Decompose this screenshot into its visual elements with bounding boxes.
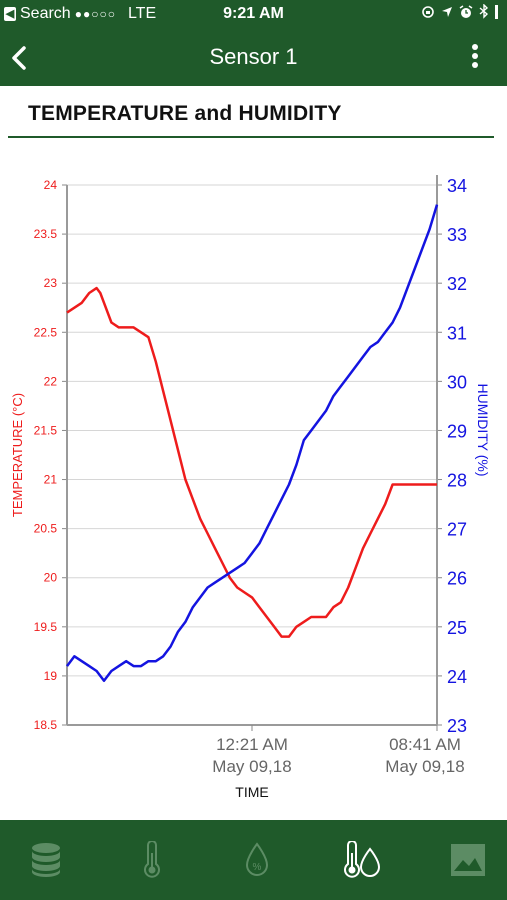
right-tick-label: 29	[447, 421, 467, 441]
more-options-button[interactable]	[471, 44, 479, 72]
left-tick-label: 22.5	[34, 325, 58, 339]
left-tick-label: 19.5	[34, 620, 58, 634]
right-tick-label: 31	[447, 323, 467, 343]
left-tick-label: 18.5	[34, 718, 58, 732]
more-dot	[472, 44, 478, 50]
left-tick-label: 21	[44, 473, 58, 487]
tab-bar: %	[0, 820, 507, 900]
tab-gallery[interactable]	[446, 838, 490, 882]
right-tick-label: 30	[447, 372, 467, 392]
right-tick-label: 28	[447, 471, 467, 491]
svg-text:%: %	[253, 862, 262, 873]
bluetooth-icon	[479, 3, 489, 24]
title-divider	[8, 136, 494, 138]
back-button[interactable]	[6, 38, 36, 78]
carrier-label: Search	[20, 5, 71, 22]
right-axis-title: HUMIDITY (%)	[475, 383, 491, 476]
temperature-series-line	[66, 286, 437, 638]
left-tick-label: 20.5	[34, 522, 58, 536]
right-tick-label: 24	[447, 667, 467, 687]
signal-dots-icon: ●●○○○	[74, 7, 116, 21]
left-tick-label: 24	[44, 178, 58, 192]
tab-humidity[interactable]: %	[235, 838, 279, 882]
left-tick-label: 22	[44, 374, 58, 388]
x-tick-time-label: 08:41 AM	[389, 735, 461, 754]
left-tick-label: 20	[44, 571, 58, 585]
image-icon	[451, 844, 485, 876]
thermometer-icon	[144, 841, 160, 878]
x-tick-date-label: May 09,18	[212, 757, 291, 776]
rotation-lock-icon	[421, 5, 435, 24]
temperature-humidity-chart[interactable]: 24 23.5 23 22.5 22 21.5 21 20.5 20 19.5 19 18.5 34 33…	[0, 150, 507, 820]
humidity-series-line	[66, 204, 439, 683]
nav-title: Sensor 1	[209, 44, 298, 69]
thermometer-drop-icon	[344, 841, 381, 878]
left-axis-title: TEMPERATURE (°C)	[10, 393, 25, 517]
back-to-app-icon[interactable]: ◀	[4, 7, 16, 21]
left-tick-label: 23	[44, 276, 58, 290]
status-time: 9:21 AM	[223, 5, 284, 22]
x-tick-date-label: May 09,18	[385, 757, 464, 776]
left-tick-label: 23.5	[34, 227, 58, 241]
location-icon	[441, 5, 453, 23]
x-axis-title: TIME	[235, 784, 268, 800]
right-tick-label: 33	[447, 225, 467, 245]
humidity-drop-icon: %	[245, 842, 269, 876]
right-tick-label: 25	[447, 618, 467, 638]
tab-temperature[interactable]	[130, 838, 174, 882]
database-icon	[32, 843, 60, 877]
alarm-icon	[459, 4, 473, 24]
navigation-bar: Sensor 1	[0, 30, 507, 86]
network-label: LTE	[127, 5, 157, 22]
right-tick-label: 26	[447, 569, 467, 589]
x-tick-time-label: 12:21 AM	[216, 735, 288, 754]
right-tick-label: 34	[447, 176, 467, 196]
right-tick-label: 27	[447, 520, 467, 540]
more-dot	[472, 53, 478, 59]
right-tick-label: 23	[447, 716, 467, 736]
status-bar: ◀ Search ●●○○○ LTE 9:21 AM	[0, 0, 507, 30]
left-tick-label: 21.5	[34, 423, 58, 437]
right-tick-label: 32	[447, 274, 467, 294]
tab-database[interactable]	[24, 838, 68, 882]
tab-temperature-humidity[interactable]	[340, 838, 384, 882]
chevron-left-icon	[12, 46, 26, 70]
page-title: TEMPERATURE and HUMIDITY	[28, 102, 342, 125]
status-right	[421, 3, 499, 24]
more-dot	[472, 62, 478, 68]
left-tick-label: 19	[44, 669, 58, 683]
status-left: ◀ Search ●●○○○ LTE	[4, 5, 156, 23]
battery-icon	[495, 4, 499, 24]
